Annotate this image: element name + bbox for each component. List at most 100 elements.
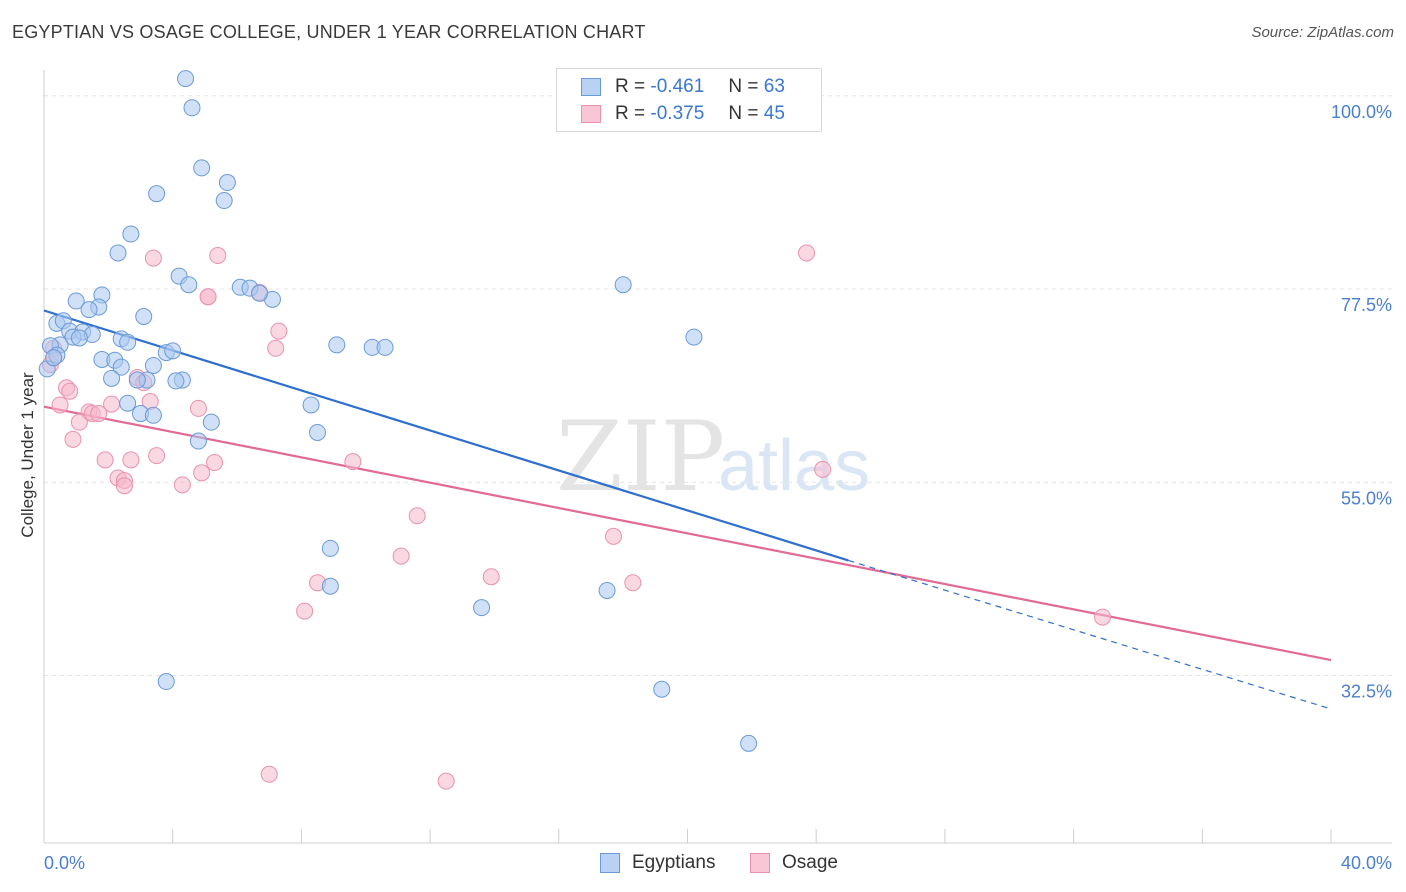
egyptian-point — [177, 70, 195, 88]
egyptian-point — [119, 394, 137, 412]
osage-point — [267, 339, 285, 357]
osage-point — [148, 447, 166, 465]
watermark-atlas: atlas — [718, 426, 870, 506]
legend-n-label: N = — [728, 103, 759, 124]
egyptian-point — [144, 356, 162, 374]
legend-n-label: N = — [728, 76, 759, 97]
egyptian-point — [202, 413, 220, 431]
x-tick-label-max: 40.0% — [1341, 853, 1392, 873]
egyptian-point — [740, 734, 758, 752]
legend-r-value: -0.461 — [650, 76, 705, 97]
y-tick-label: 77.5% — [1341, 295, 1392, 315]
egyptian-point — [80, 301, 98, 319]
osage-point — [798, 244, 816, 262]
legend-label-egyptians: Egyptians — [632, 852, 716, 873]
osage-point — [344, 453, 362, 471]
osage-point — [296, 602, 314, 620]
osage-point — [392, 547, 410, 565]
series-legend: Egyptians Osage — [0, 852, 1406, 878]
egyptian-point — [109, 244, 127, 262]
axes — [43, 70, 1392, 844]
legend-item-egyptians[interactable]: Egyptians — [600, 852, 715, 874]
x-tick-label-min: 0.0% — [44, 853, 85, 873]
legend-swatch-osage — [750, 853, 770, 873]
osage-point — [260, 765, 278, 783]
egyptian-point — [653, 680, 671, 698]
egyptian-point — [215, 192, 233, 210]
egyptian-point — [614, 276, 632, 294]
osage-point — [206, 454, 224, 472]
osage-point — [209, 247, 227, 265]
legend-n-value: 63 — [763, 76, 785, 97]
egyptian-point — [598, 581, 616, 599]
trend-lines — [43, 309, 1332, 710]
correlation-legend: R = -0.461 N = 63 R = -0.375 N = 45 — [556, 68, 822, 132]
osage-point — [64, 430, 82, 448]
source-label: Source: ZipAtlas.com — [1251, 24, 1394, 41]
legend-item-osage[interactable]: Osage — [750, 852, 838, 874]
osage-point — [61, 382, 79, 400]
legend-n-value: 45 — [763, 103, 785, 124]
legend-r-value: -0.375 — [650, 103, 705, 124]
egyptian-point — [164, 342, 182, 360]
y-tick-label: 100.0% — [1331, 102, 1392, 122]
osage-point — [437, 772, 455, 790]
osage-point — [624, 574, 642, 592]
osage-point — [1094, 608, 1112, 626]
osage-point — [270, 322, 288, 340]
egyptian-point — [302, 396, 320, 414]
egyptian-point — [112, 358, 130, 376]
osage-point — [96, 451, 114, 469]
egyptian-point — [103, 369, 121, 387]
egyptian-point — [321, 539, 339, 557]
watermark: ZIP atlas — [556, 401, 870, 513]
osage-point — [408, 507, 426, 525]
egyptian-point — [67, 292, 85, 310]
egyptian-point — [328, 336, 346, 354]
osage-point — [103, 395, 121, 413]
osage-point — [814, 460, 832, 478]
egyptian-points — [38, 70, 758, 752]
egyptian-point — [685, 328, 703, 346]
legend-swatch-egyptians — [600, 853, 620, 873]
egyptian-point — [473, 599, 491, 617]
legend-swatch-blue — [581, 78, 601, 96]
egyptian-point — [122, 225, 140, 243]
osage-point — [90, 405, 108, 423]
egyptian-point — [148, 185, 166, 203]
y-tick-label: 55.0% — [1341, 488, 1392, 508]
egyptian-point — [218, 174, 236, 192]
egyptian-point — [308, 423, 326, 441]
osage-point — [115, 477, 133, 495]
egyptian-point — [183, 99, 201, 117]
egyptian-point — [45, 349, 63, 367]
egyptian-point — [193, 159, 211, 177]
gridlines — [44, 95, 1392, 677]
osage-points — [41, 244, 1112, 790]
osage-point — [51, 396, 69, 414]
osage-point — [193, 464, 211, 482]
osage-point — [144, 249, 162, 267]
egyptian-point — [135, 308, 153, 326]
egyptian-point — [189, 432, 207, 450]
osage-point — [122, 451, 140, 469]
egyptian-point — [119, 333, 137, 351]
osage-point — [482, 568, 500, 586]
y-tick-label: 32.5% — [1341, 682, 1392, 702]
legend-row-egyptians: R = -0.461 N = 63 — [581, 75, 785, 99]
watermark-zip: ZIP — [556, 401, 725, 513]
osage-point — [70, 413, 88, 431]
osage-point — [173, 476, 191, 494]
egyptian-point — [376, 338, 394, 356]
legend-swatch-pink — [581, 105, 601, 123]
egyptian-point — [167, 372, 185, 390]
egyptian-trend-extension — [848, 559, 1332, 710]
osage-trend-line — [43, 405, 1332, 662]
osage-point — [199, 288, 217, 306]
legend-label-osage: Osage — [782, 852, 838, 873]
y-tick-labels: 100.0% 77.5% 55.0% 32.5% — [1331, 102, 1392, 702]
egyptian-point — [128, 371, 146, 389]
egyptian-point — [70, 329, 88, 347]
legend-r-label: R = — [615, 103, 646, 124]
